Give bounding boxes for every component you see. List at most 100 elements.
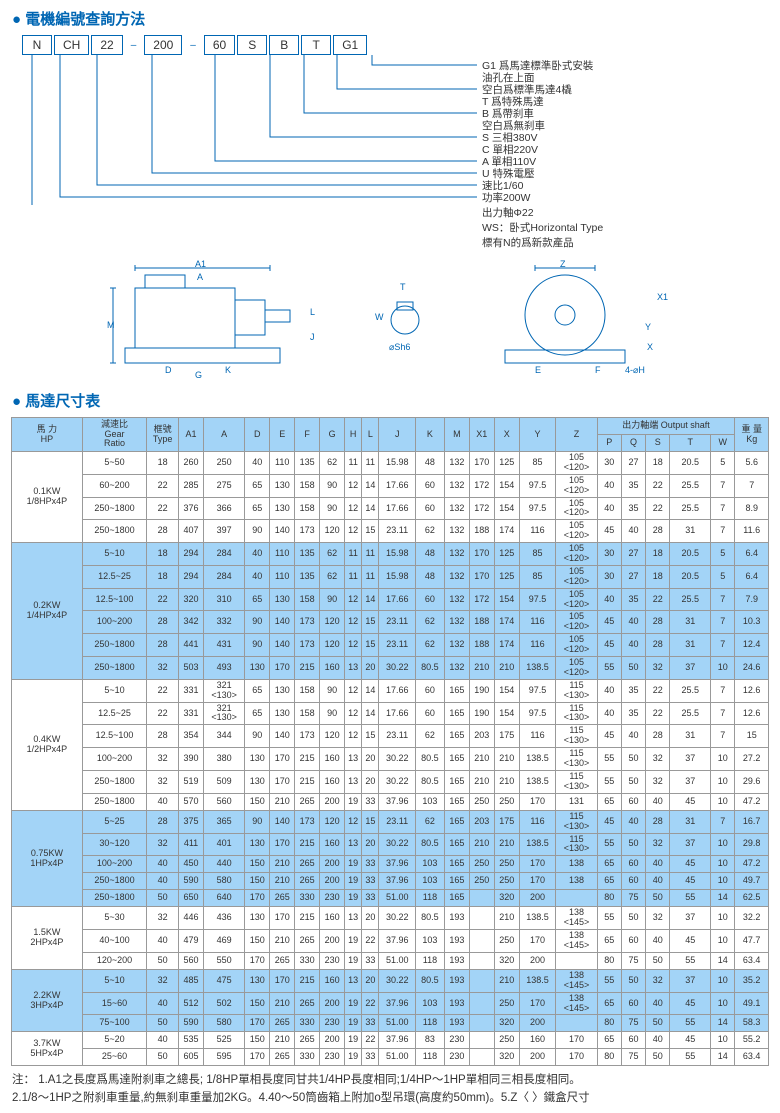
data-cell: 200 (519, 890, 556, 907)
data-cell: 51.00 (379, 1049, 416, 1066)
data-cell: 160 (320, 833, 345, 856)
data-cell: 22 (646, 588, 670, 611)
data-cell (469, 907, 494, 930)
data-cell: 11 (345, 543, 362, 566)
data-cell: 19 (345, 1049, 362, 1066)
data-cell: 30~120 (82, 833, 146, 856)
data-cell: 100~200 (82, 611, 146, 634)
data-cell: 13 (345, 770, 362, 793)
col-header: A1 (179, 418, 204, 452)
data-cell: 210 (494, 907, 519, 930)
data-cell: 55 (670, 1049, 711, 1066)
data-cell: 18 (147, 565, 179, 588)
data-cell: 193 (444, 969, 469, 992)
table-row: 250~18002844143190140173120121523.116213… (12, 634, 769, 657)
model-part-0: N (22, 35, 52, 55)
data-cell: 366 (204, 497, 245, 520)
data-cell: 138.5 (519, 770, 556, 793)
data-cell: 250 (469, 793, 494, 810)
data-cell: 75 (621, 890, 645, 907)
data-cell: 62 (416, 634, 445, 657)
data-cell: 170 (270, 657, 295, 680)
data-cell: 60 (416, 702, 445, 725)
data-cell: 320 (494, 1015, 519, 1032)
data-cell: 25.5 (670, 588, 711, 611)
data-cell: 132 (444, 634, 469, 657)
svg-text:F: F (595, 365, 601, 375)
data-cell: 321 <130> (204, 679, 245, 702)
data-cell: 130 (270, 702, 295, 725)
data-cell: 170 (519, 992, 556, 1015)
data-cell: 570 (179, 793, 204, 810)
table-row: 12.5~25182942844011013562111115.98481321… (12, 565, 769, 588)
data-cell: 32 (646, 907, 670, 930)
data-cell: 20 (362, 770, 379, 793)
data-cell: 120~200 (82, 952, 146, 969)
title-dim-table: 馬達尺寸表 (12, 390, 780, 411)
legend-11: 功率200W (482, 190, 530, 205)
data-cell: 58.3 (735, 1015, 769, 1032)
data-cell: 45 (597, 810, 621, 833)
data-cell: 90 (320, 588, 345, 611)
data-cell: 15 (362, 520, 379, 543)
data-cell: 7 (711, 702, 735, 725)
data-cell: 45 (670, 793, 711, 810)
data-cell: 265 (295, 856, 320, 873)
svg-text:T: T (400, 282, 406, 292)
data-cell: 97.5 (519, 588, 556, 611)
data-cell: 215 (295, 833, 320, 856)
data-cell: 40 (646, 873, 670, 890)
svg-text:D: D (165, 365, 172, 375)
data-cell: 380 (204, 748, 245, 771)
data-cell: 7 (711, 497, 735, 520)
col-header: W (711, 435, 735, 452)
data-cell: 19 (345, 930, 362, 953)
data-cell: 40 (147, 992, 179, 1015)
data-cell: 62 (320, 565, 345, 588)
data-cell: 116 (519, 810, 556, 833)
data-cell: 65 (245, 702, 270, 725)
data-cell: 14 (362, 679, 379, 702)
data-cell: 170 (556, 1049, 597, 1066)
data-cell: 19 (345, 1032, 362, 1049)
data-cell: 31 (670, 634, 711, 657)
data-cell: 193 (444, 992, 469, 1015)
data-cell: 30.22 (379, 907, 416, 930)
data-cell: 50 (621, 657, 645, 680)
data-cell (469, 930, 494, 953)
data-cell: 30 (597, 452, 621, 475)
data-cell: 13 (345, 657, 362, 680)
data-cell: 12 (345, 520, 362, 543)
data-cell: 172 (469, 497, 494, 520)
data-cell: 50 (646, 890, 670, 907)
data-cell: 62 (416, 810, 445, 833)
data-cell: 40 (646, 793, 670, 810)
data-cell: 105 <120> (556, 452, 597, 475)
data-cell: 40 (245, 543, 270, 566)
data-cell: 8.9 (735, 497, 769, 520)
svg-text:X: X (647, 342, 653, 352)
data-cell: 23.11 (379, 611, 416, 634)
data-cell: 154 (494, 497, 519, 520)
data-cell: 35 (621, 679, 645, 702)
model-part-8: G1 (333, 35, 367, 55)
model-part-4: 60 (204, 35, 235, 55)
data-cell: 65 (597, 793, 621, 810)
data-cell: 260 (179, 452, 204, 475)
data-cell: 50 (147, 890, 179, 907)
data-cell: 250~1800 (82, 770, 146, 793)
col-header: 重 量 Kg (735, 418, 769, 452)
data-cell: 210 (270, 992, 295, 1015)
data-cell: 12.5~100 (82, 588, 146, 611)
data-cell: 30.22 (379, 770, 416, 793)
data-cell: 5~25 (82, 810, 146, 833)
data-cell: 15.98 (379, 565, 416, 588)
data-cell: 140 (270, 611, 295, 634)
data-cell: 509 (204, 770, 245, 793)
data-cell: 40 (147, 793, 179, 810)
motor-front-diagram: Z X1 Y X E F 4-⌀H (475, 260, 675, 380)
data-cell: 28 (147, 810, 179, 833)
data-cell: 132 (444, 657, 469, 680)
col-header: F (295, 418, 320, 452)
data-cell: 27 (621, 543, 645, 566)
